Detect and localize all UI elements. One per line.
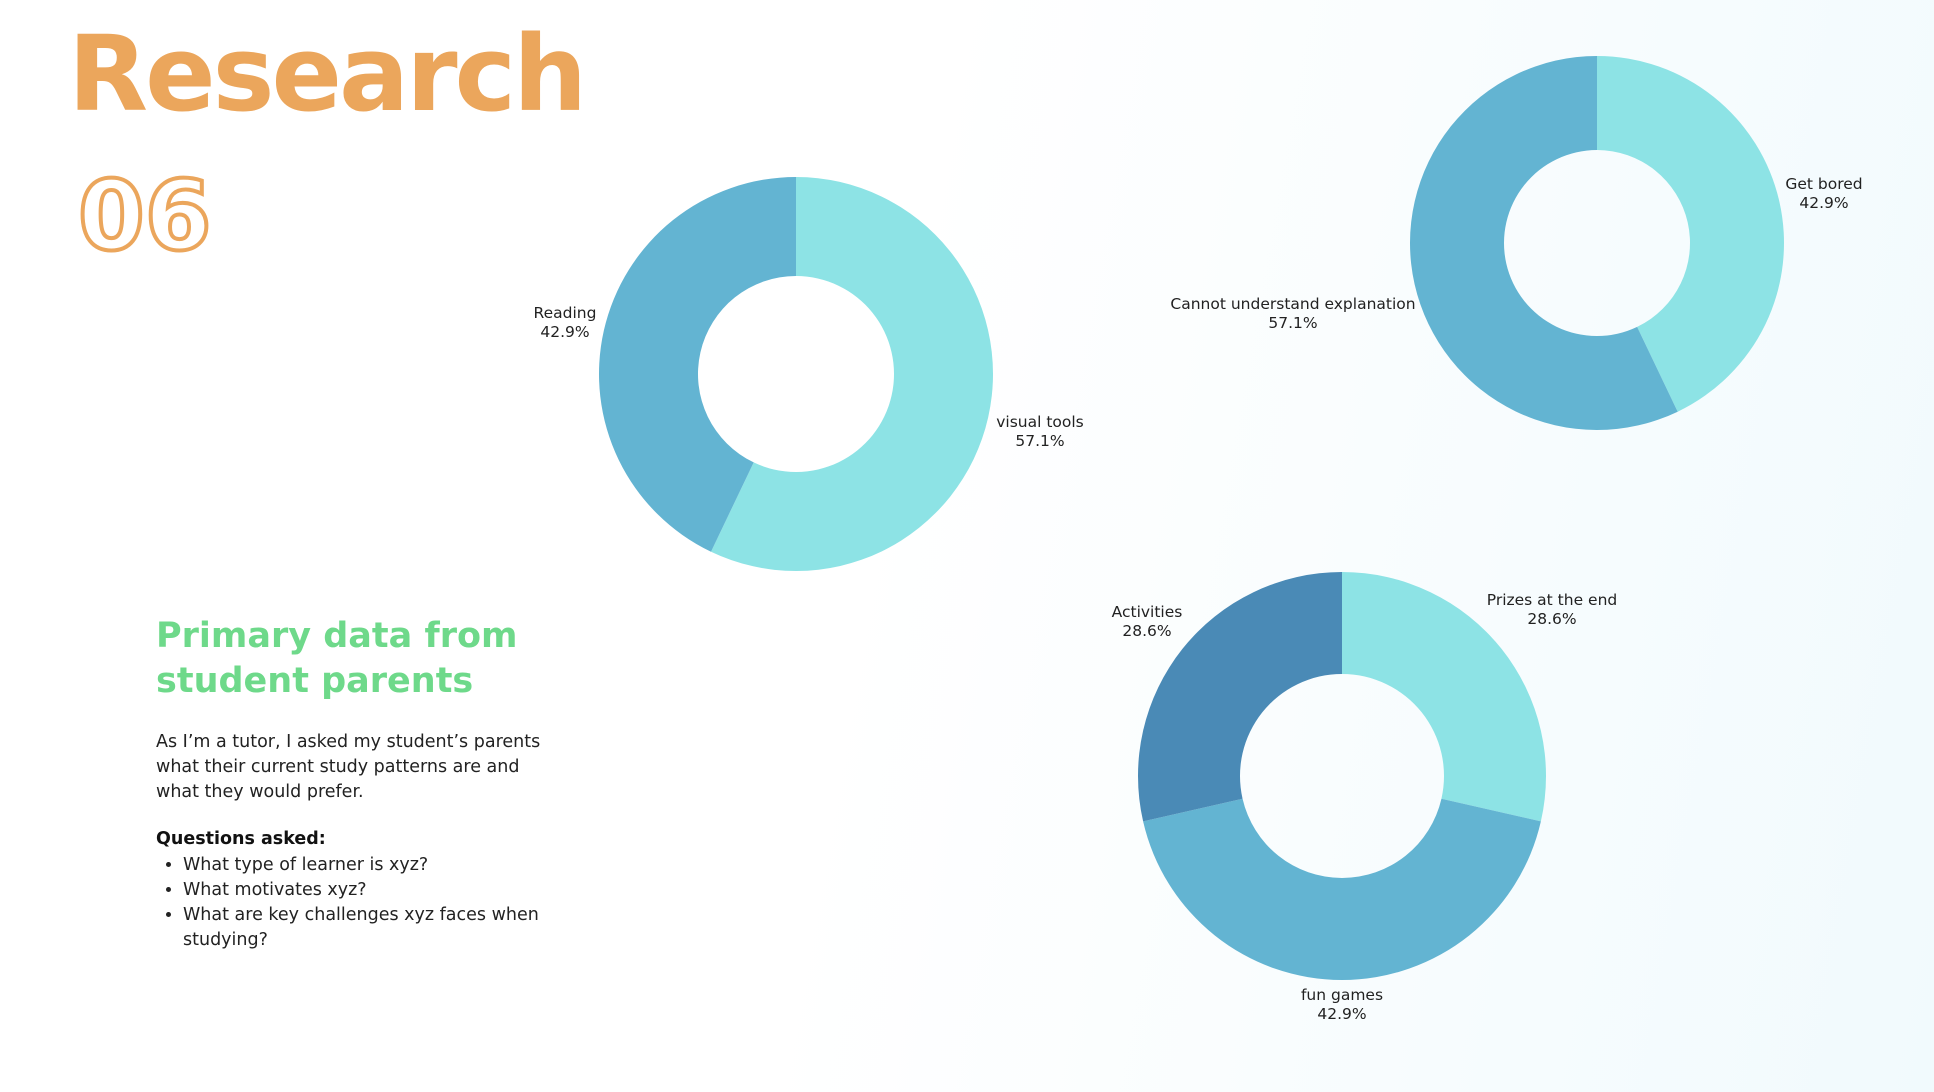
- question-item: What motivates xyz?: [183, 878, 583, 903]
- pie-slice: [711, 177, 993, 571]
- section-number: 06: [76, 160, 214, 272]
- slice-value-label: 57.1%: [1268, 314, 1317, 332]
- question-item: What are key challenges xyz faces when s…: [183, 903, 583, 953]
- section-heading: Primary data from student parents: [156, 616, 518, 701]
- slice-label: fun games: [1301, 986, 1383, 1004]
- pie-slice: [599, 177, 796, 552]
- pie-slice: [1143, 798, 1541, 980]
- questions-heading: Questions asked:: [156, 829, 326, 849]
- pie-slice: [1597, 56, 1784, 412]
- slice-label: Activities: [1112, 603, 1183, 621]
- slice-label: visual tools: [996, 413, 1084, 431]
- intro-paragraph: As I’m a tutor, I asked my student’s par…: [156, 732, 541, 802]
- slice-label: Reading: [534, 304, 597, 322]
- slice-value-label: 28.6%: [1122, 622, 1171, 640]
- pie-slice: [1410, 56, 1678, 430]
- questions-list: What type of learner is xyz? What motiva…: [156, 853, 583, 953]
- slice-label: Cannot understand explanation: [1170, 295, 1415, 313]
- page-title: Research: [68, 13, 587, 135]
- question-item: What type of learner is xyz?: [183, 853, 583, 878]
- slice-label: Get bored: [1785, 175, 1862, 193]
- slice-label: Prizes at the end: [1487, 591, 1618, 609]
- slice-value-label: 28.6%: [1527, 610, 1576, 628]
- slice-value-label: 42.9%: [1317, 1005, 1366, 1023]
- slice-value-label: 42.9%: [1799, 194, 1848, 212]
- slice-value-label: 42.9%: [540, 323, 589, 341]
- slice-value-label: 57.1%: [1015, 432, 1064, 450]
- pie-slice: [1138, 572, 1342, 822]
- pie-slice: [1342, 572, 1546, 822]
